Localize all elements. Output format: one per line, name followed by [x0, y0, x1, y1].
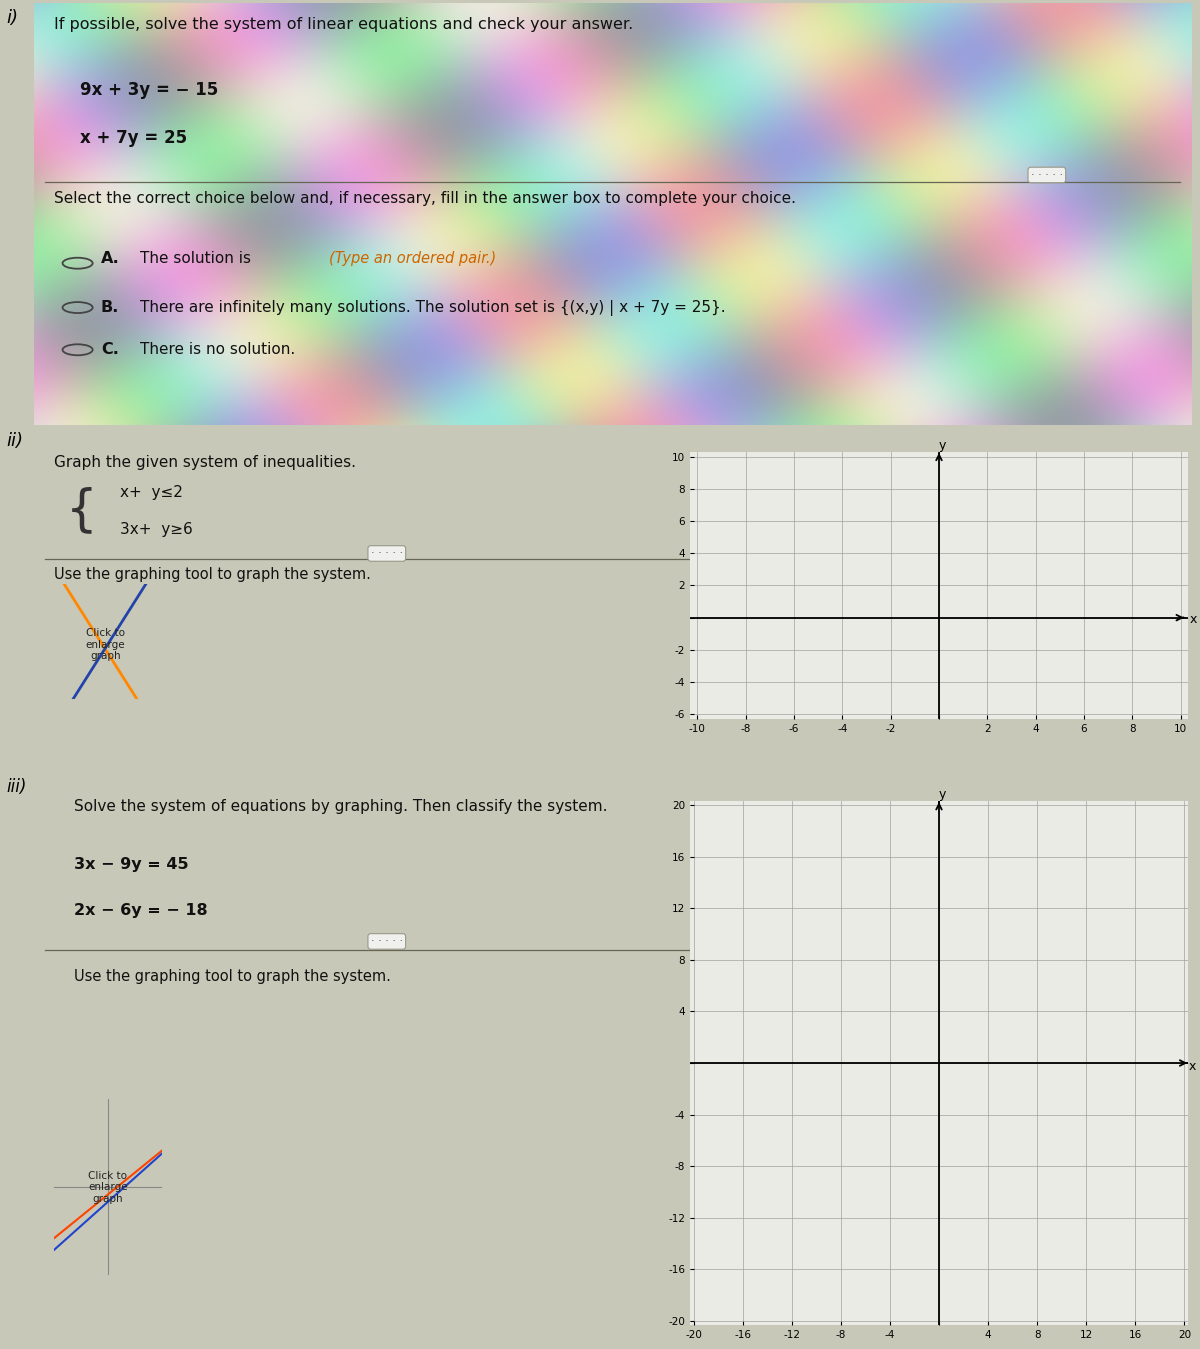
- Text: Graph the given system of inequalities.: Graph the given system of inequalities.: [54, 455, 356, 469]
- Text: x + 7y = 25: x + 7y = 25: [80, 130, 187, 147]
- Text: If possible, solve the system of linear equations and check your answer.: If possible, solve the system of linear …: [54, 18, 634, 32]
- Text: (Type an ordered pair.): (Type an ordered pair.): [329, 251, 496, 267]
- Text: i): i): [6, 9, 18, 27]
- Text: {: {: [66, 486, 97, 534]
- Text: x+  y≤2: x+ y≤2: [120, 486, 184, 500]
- Text: · · · · ·: · · · · ·: [371, 549, 403, 558]
- Text: B.: B.: [101, 299, 119, 316]
- Text: iii): iii): [6, 778, 26, 796]
- Text: Click to
enlarge
graph: Click to enlarge graph: [88, 1171, 128, 1203]
- Text: Use the graphing tool to graph the system.: Use the graphing tool to graph the syste…: [54, 567, 371, 583]
- Text: ⋮: ⋮: [696, 590, 719, 610]
- Text: · · · · ·: · · · · ·: [1031, 170, 1063, 179]
- Text: x: x: [1189, 612, 1196, 626]
- Text: 2x − 6y = − 18: 2x − 6y = − 18: [74, 904, 208, 919]
- Text: There are infinitely many solutions. The solution set is {(x,y) | x + 7y = 25}.: There are infinitely many solutions. The…: [140, 299, 726, 316]
- Text: · · · · ·: · · · · ·: [371, 936, 403, 947]
- Text: The solution is: The solution is: [140, 251, 251, 267]
- Text: y: y: [938, 438, 947, 452]
- Text: 3x − 9y = 45: 3x − 9y = 45: [74, 857, 188, 871]
- Text: y: y: [938, 788, 947, 801]
- Text: Click to
enlarge
graph: Click to enlarge graph: [85, 629, 126, 661]
- Text: Select the correct choice below and, if necessary, fill in the answer box to com: Select the correct choice below and, if …: [54, 192, 797, 206]
- Text: Use the graphing tool to graph the system.: Use the graphing tool to graph the syste…: [74, 970, 391, 985]
- Text: x: x: [1189, 1060, 1196, 1074]
- Text: There is no solution.: There is no solution.: [140, 343, 295, 357]
- Text: ii): ii): [6, 432, 23, 449]
- Text: ⋮: ⋮: [696, 1094, 719, 1114]
- Text: 9x + 3y = − 15: 9x + 3y = − 15: [80, 81, 218, 98]
- Text: Solve the system of equations by graphing. Then classify the system.: Solve the system of equations by graphin…: [74, 799, 607, 813]
- Text: A.: A.: [101, 251, 120, 267]
- Text: 3x+  y≥6: 3x+ y≥6: [120, 522, 193, 537]
- Text: C.: C.: [101, 343, 119, 357]
